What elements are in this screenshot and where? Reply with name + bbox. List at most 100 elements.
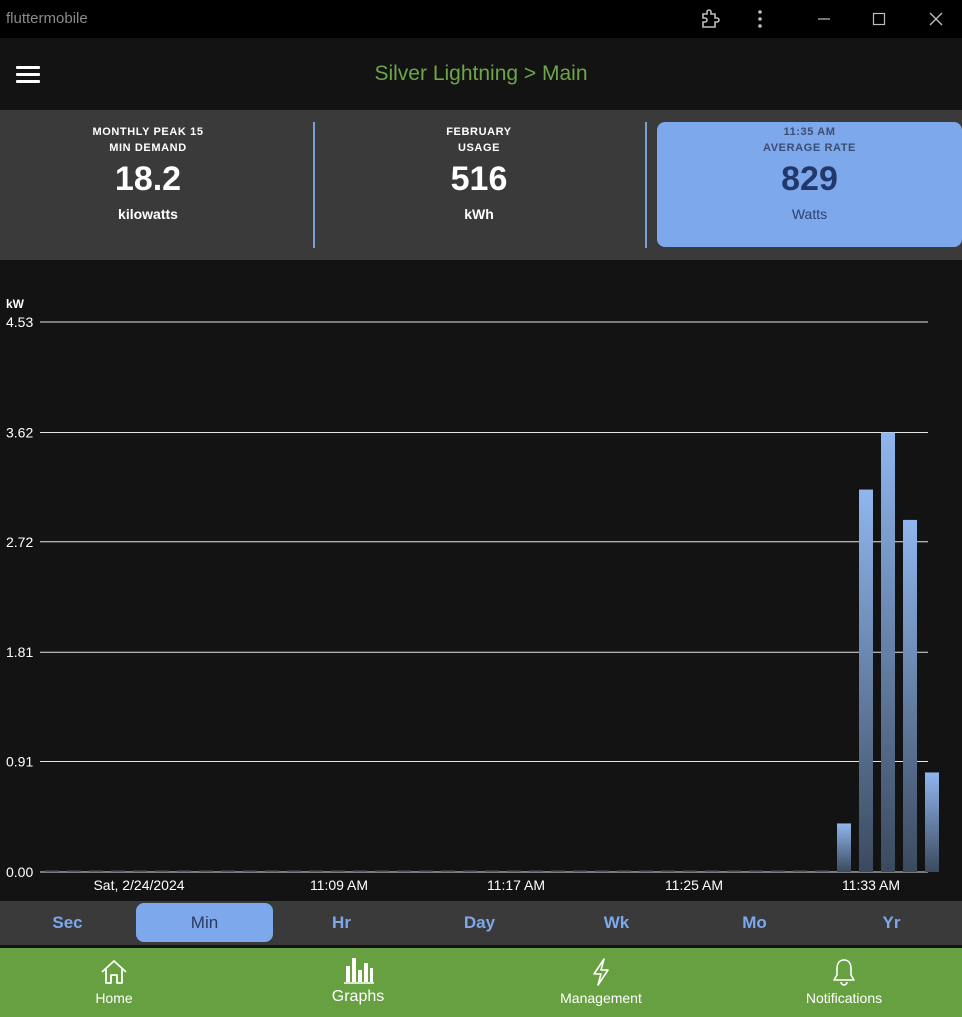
usage-chart[interactable]: kW 4.53 3.62 2.72 1.81 0.91 0.00 Sat, 2/24/202… [0,260,962,901]
chart-x-tick-label: 11:17 AM [487,877,545,893]
stat-unit: Watts [791,206,828,222]
chart-bar[interactable] [815,870,829,873]
chart-bar[interactable] [397,870,411,873]
chart-bar[interactable] [375,870,389,873]
time-range-selector: Sec Min Hr Day Wk Mo Yr [0,901,962,945]
chart-bar[interactable] [595,870,609,873]
chart-bar[interactable] [683,870,697,873]
chart-bar[interactable] [45,870,59,873]
chart-bar[interactable] [705,870,719,873]
chart-bar[interactable] [551,870,565,873]
nav-label: Home [95,990,133,1006]
chart-bar[interactable] [243,870,257,873]
range-button-yr[interactable]: Yr [882,912,901,932]
range-button-hr[interactable]: Hr [332,912,351,932]
hamburger-menu-icon[interactable] [14,64,42,86]
range-button-min[interactable]: Min [136,903,273,942]
chart-bar[interactable] [837,823,851,872]
stats-panel: MONTHLY PEAK 15 MIN DEMAND 18.2 kilowatt… [0,110,962,260]
stat-monthly-usage[interactable]: FEBRUARY USAGE 516 kWh [330,110,628,260]
stat-divider [645,122,647,248]
stat-average-rate[interactable]: 11:35 AM AVERAGE RATE 829 Watts [657,122,962,247]
nav-label: Notifications [805,990,883,1006]
chart-bar[interactable] [353,870,367,873]
chart-bar[interactable] [463,870,477,873]
nav-graphs[interactable]: Graphs [258,948,458,1017]
chart-bar[interactable] [881,432,895,872]
chart-bar[interactable] [617,870,631,873]
range-button-day[interactable]: Day [463,912,496,932]
close-icon[interactable] [923,6,949,32]
chart-x-tick-label: 11:33 AM [842,877,900,893]
nav-notifications[interactable]: Notifications [744,948,944,1017]
bottom-navigation: Home Graphs Management Notifications [0,948,962,1017]
lightning-icon [593,958,609,986]
chart-bar[interactable] [749,870,763,873]
chart-bar[interactable] [771,870,785,873]
chart-bar[interactable] [793,870,807,873]
chart-bar[interactable] [573,870,587,873]
stat-label: MIN DEMAND [109,142,187,154]
stat-label: FEBRUARY [446,126,512,138]
chart-x-tick-label: 11:25 AM [665,877,723,893]
chart-bar[interactable] [287,870,301,873]
home-icon [101,960,127,984]
chart-bar[interactable] [419,870,433,873]
window-titlebar: fluttermobile [0,0,962,38]
chart-y-tick-label: 4.53 [6,314,33,330]
window-title: fluttermobile [6,10,88,27]
stat-value: 829 [781,160,838,198]
chart-bar[interactable] [507,870,521,873]
chart-bar[interactable] [485,870,499,873]
chart-x-tick-label: Sat, 2/24/2024 [93,877,184,893]
bar-chart-icon [344,958,374,984]
range-button-mo[interactable]: Mo [742,912,767,932]
chart-canvas: 4.53 3.62 2.72 1.81 0.91 0.00 Sat, 2/24/2024 11… [6,314,939,893]
stat-unit: kWh [464,206,494,222]
minimize-icon[interactable] [811,6,837,32]
range-button-wk[interactable]: Wk [603,912,630,932]
chart-bar[interactable] [331,870,345,873]
chart-x-tick-label: 11:09 AM [310,877,368,893]
chart-bar[interactable] [441,870,455,873]
range-button-sec[interactable]: Sec [52,912,83,932]
nav-label: Management [560,990,642,1006]
chart-bar[interactable] [265,870,279,873]
chart-bar[interactable] [133,870,147,873]
chart-y-tick-label: 2.72 [6,534,33,550]
chart-bar[interactable] [727,870,741,873]
chart-bar[interactable] [89,870,103,873]
chart-bar[interactable] [859,489,873,872]
chart-bar[interactable] [661,870,675,873]
extension-icon[interactable] [697,6,723,32]
chart-bar[interactable] [67,870,81,873]
page-title: Silver Lightning > Main [374,62,588,85]
stat-unit: kilowatts [118,206,178,222]
stat-monthly-peak[interactable]: MONTHLY PEAK 15 MIN DEMAND 18.2 kilowatt… [0,110,296,260]
chart-y-tick-label: 0.00 [6,864,33,880]
chart-bar[interactable] [221,870,235,873]
bell-icon [833,959,855,986]
more-vertical-icon[interactable] [747,6,773,32]
chart-y-tick-label: 0.91 [6,754,33,770]
chart-bar[interactable] [309,870,323,873]
chart-y-tick-label: 1.81 [6,644,33,660]
nav-management[interactable]: Management [501,948,701,1017]
stat-value: 516 [450,160,508,198]
chart-bar[interactable] [529,870,543,873]
chart-bar[interactable] [199,870,213,873]
nav-home[interactable]: Home [14,948,214,1017]
app-header: Silver Lightning > Main [0,38,962,110]
stat-label: USAGE [457,142,501,154]
nav-label: Graphs [331,988,385,1005]
stat-label: MONTHLY PEAK 15 [92,126,204,138]
chart-y-axis-unit: kW [6,297,24,311]
chart-bar[interactable] [903,519,917,872]
chart-bar[interactable] [111,870,125,873]
chart-bar[interactable] [177,870,191,873]
chart-bar[interactable] [639,870,653,873]
chart-bar[interactable] [155,870,169,873]
stat-label: AVERAGE RATE [763,142,856,154]
chart-bar[interactable] [925,772,939,872]
maximize-icon[interactable] [866,6,892,32]
